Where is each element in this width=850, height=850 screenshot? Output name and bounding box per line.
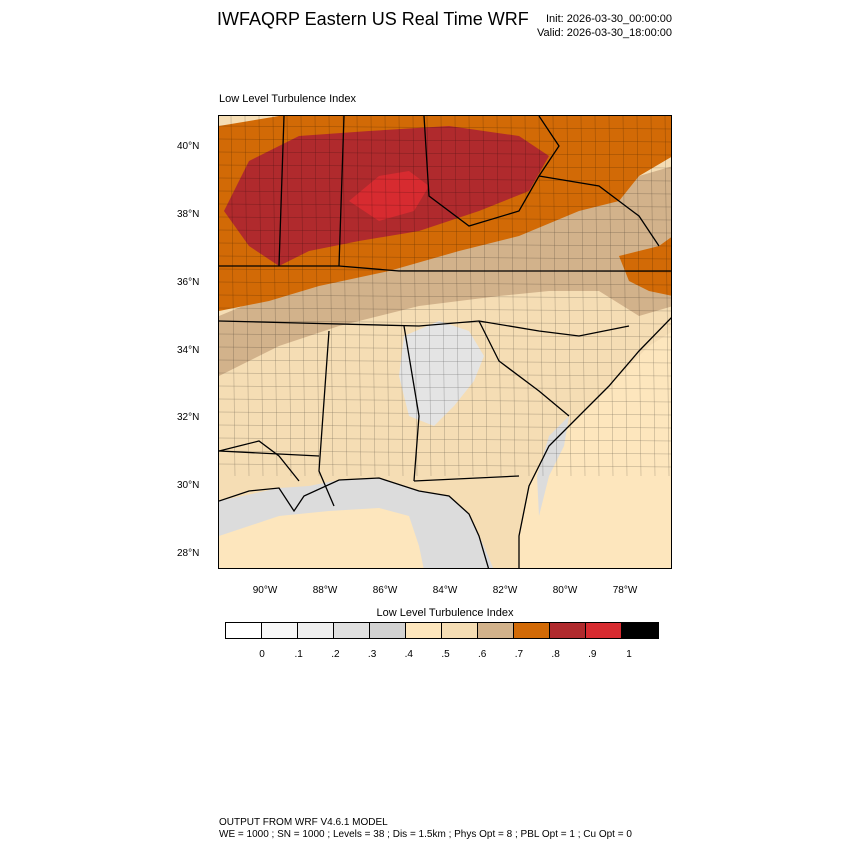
colorbar-label: .1 bbox=[294, 649, 303, 660]
colorbar-label: .6 bbox=[478, 649, 487, 660]
colorbar-swatch bbox=[514, 623, 550, 638]
colorbar-label: .3 bbox=[367, 649, 377, 660]
colorbar-swatch bbox=[370, 623, 406, 638]
chart-title: IWFAQRP Eastern US Real Time WRF bbox=[217, 9, 529, 29]
lon-tick-label: 78°W bbox=[612, 585, 638, 596]
colorbar-swatch bbox=[262, 623, 298, 638]
plot-label: Low Level Turbulence Index bbox=[219, 93, 356, 105]
footer-model: OUTPUT FROM WRF V4.6.1 MODEL bbox=[219, 817, 388, 828]
colorbar-swatch bbox=[406, 623, 442, 638]
lon-tick-label: 84°W bbox=[432, 585, 458, 596]
coastline bbox=[219, 317, 671, 568]
lat-tick-label: 34°N bbox=[177, 345, 200, 356]
lat-tick-label: 30°N bbox=[177, 480, 200, 491]
lon-tick-label: 82°W bbox=[492, 585, 518, 596]
lat-tick-label: 40°N bbox=[177, 141, 200, 152]
colorbar bbox=[225, 622, 659, 639]
lat-tick-label: 38°N bbox=[177, 209, 200, 220]
colorbar-swatch bbox=[586, 623, 622, 638]
colorbar-swatch bbox=[442, 623, 478, 638]
lat-tick-label: 28°N bbox=[177, 548, 200, 559]
lon-tick-label: 88°W bbox=[312, 585, 338, 596]
lon-tick-label: 86°W bbox=[372, 585, 398, 596]
atlantic-gray-coast bbox=[537, 416, 569, 516]
colorbar-swatch bbox=[226, 623, 262, 638]
footer-config: WE = 1000 ; SN = 1000 ; Levels = 38 ; Di… bbox=[219, 829, 632, 840]
colorbar-swatch bbox=[622, 623, 658, 638]
lat-tick-label: 32°N bbox=[177, 412, 200, 423]
colorbar-label: .9 bbox=[588, 649, 597, 660]
colorbar-label: .4 bbox=[404, 649, 413, 660]
colorbar-swatch bbox=[334, 623, 370, 638]
colorbar-swatch bbox=[550, 623, 586, 638]
lat-tick-label: 36°N bbox=[177, 277, 200, 288]
county-lines bbox=[219, 116, 671, 477]
atlantic-ocean bbox=[519, 332, 671, 568]
lon-tick-label: 90°W bbox=[252, 585, 278, 596]
colorbar-label: .2 bbox=[331, 649, 340, 660]
colorbar-label: 1 bbox=[626, 649, 632, 660]
colorbar-label: .5 bbox=[441, 649, 450, 660]
lon-tick-label: 80°W bbox=[552, 585, 578, 596]
init-time: Init: 2026-03-30_00:00:00 bbox=[546, 13, 672, 25]
colorbar-label: .8 bbox=[551, 649, 560, 660]
colorbar-label: 0 bbox=[259, 649, 265, 660]
colorbar-title: Low Level Turbulence Index bbox=[376, 607, 514, 619]
turbulence-map bbox=[219, 116, 671, 568]
orange-east-patch bbox=[619, 237, 671, 296]
georgia-low-area bbox=[399, 321, 484, 426]
map-frame bbox=[218, 115, 672, 569]
colorbar-swatch bbox=[298, 623, 334, 638]
colorbar-swatch bbox=[478, 623, 514, 638]
gulf-pale-band bbox=[219, 508, 424, 568]
red-core bbox=[349, 171, 429, 221]
colorbar-label: .7 bbox=[514, 649, 524, 660]
valid-time: Valid: 2026-03-30_18:00:00 bbox=[537, 27, 672, 39]
